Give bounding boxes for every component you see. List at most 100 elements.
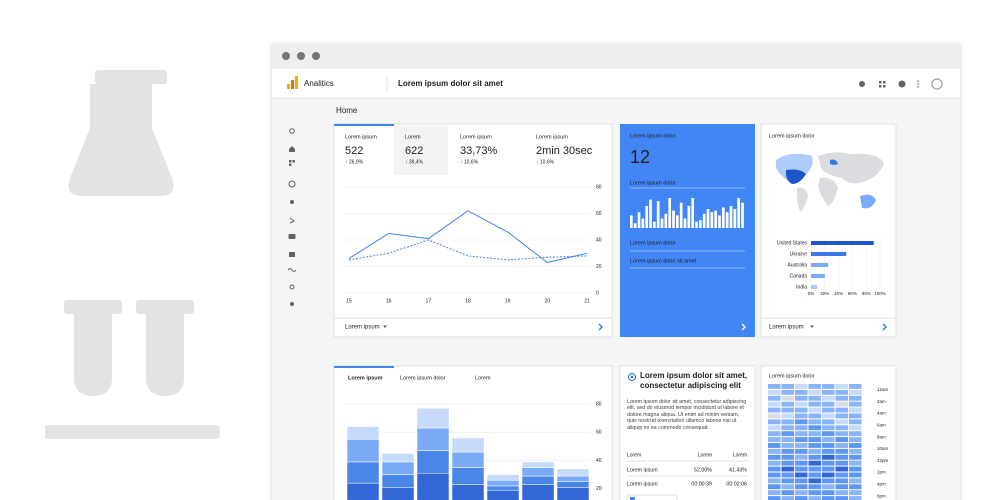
line-series [348, 239, 588, 261]
heatmap-cell [781, 443, 794, 448]
bar-segment [416, 407, 450, 429]
heatmap-cell [781, 472, 794, 478]
heatmap-cell [795, 466, 808, 472]
heatmap-cell [808, 431, 821, 437]
heatmap-cell [795, 496, 808, 500]
heatmap-cell [849, 443, 862, 448]
heatmap-cell [808, 401, 821, 407]
heatmap-cell [768, 472, 781, 478]
heatmap-cell [835, 496, 848, 500]
heatmap-cell [808, 448, 821, 454]
heatmap-cell [835, 443, 848, 448]
bar-segment [451, 467, 485, 485]
bar [633, 223, 637, 228]
card-title: Lorem ipsum dolor [769, 373, 815, 379]
metric-value: 522 [345, 145, 363, 157]
world-map [776, 152, 884, 212]
heatmap-cell [849, 466, 862, 472]
realtime-card [620, 124, 755, 337]
heatmap-cell [835, 454, 848, 460]
heatmap-cell [849, 413, 862, 419]
heatmap-cell [849, 437, 862, 442]
row-label: 12am [877, 387, 889, 392]
bar-segment [521, 475, 555, 485]
tab[interactable]: Lorem ipsum dolor [400, 375, 446, 381]
heatmap-cell [808, 472, 821, 478]
metric-value: 33,73% [460, 145, 498, 157]
flask-icon [68, 70, 174, 196]
bar [668, 198, 672, 228]
heatmap-cell [835, 413, 848, 419]
heatmap-cell [849, 478, 862, 484]
heatmap-cell [768, 395, 781, 401]
x-tick-label: 0% [808, 291, 815, 296]
heatmap-cell [835, 407, 848, 413]
bar-segment [381, 487, 415, 500]
selected-metric[interactable] [394, 126, 448, 175]
heatmap-cell [808, 466, 821, 472]
bar [664, 213, 668, 228]
y-tick-label: 40 [596, 237, 602, 243]
bar-segment [416, 450, 450, 474]
chevron[interactable] [882, 323, 887, 331]
heatmap-cell [835, 431, 848, 437]
x-tick-label: 20 [545, 298, 551, 304]
tab[interactable]: Lorem [475, 375, 491, 381]
heatmap-cell [835, 401, 848, 407]
card-footer[interactable]: Lorem ipsum [345, 325, 380, 331]
table-cell: Lorem ipsum [627, 481, 658, 487]
y-tick-label: Ukraine [790, 251, 807, 257]
heatmap-cell [835, 460, 848, 466]
bar [733, 209, 737, 228]
row-label: 10am [877, 446, 889, 451]
table-header: Lorem [733, 452, 747, 458]
heatmap-cell [781, 384, 794, 389]
bar [811, 252, 847, 256]
heatmap-cell [849, 419, 862, 425]
metric-label: Lorem [405, 134, 421, 140]
heatmap-cell [822, 425, 835, 431]
row-label: 6am [877, 422, 886, 427]
side-nav[interactable] [287, 128, 297, 306]
heatmap-cell [768, 460, 781, 466]
y-tick-label: 60 [596, 430, 602, 436]
bar-segment [346, 426, 380, 440]
metric-change: ↓ 10,6% [536, 159, 555, 165]
bar [811, 241, 874, 245]
bar [811, 285, 818, 289]
table-cell: 00:00:39 [691, 481, 712, 487]
test-tubes-icon [45, 300, 220, 439]
heatmap-cell [768, 490, 781, 496]
tab[interactable]: Lorem ipsum [348, 375, 383, 381]
y-tick-label: Australia [788, 262, 808, 268]
bar-segment [451, 437, 485, 453]
heatmap-cell [808, 460, 821, 466]
heatmap-cell [849, 407, 862, 413]
header-icons[interactable] [859, 78, 943, 90]
heatmap-cell [768, 425, 781, 431]
heatmap-cell [835, 395, 848, 401]
x-tick-label: 80% [862, 291, 871, 296]
chevron[interactable] [598, 323, 603, 331]
bar [637, 212, 641, 228]
heatmap-cell [768, 496, 781, 500]
heatmap-cell [822, 443, 835, 448]
heatmap-cell [795, 454, 808, 460]
bar-segment [521, 461, 555, 468]
heatmap-cell [822, 472, 835, 478]
button[interactable] [626, 494, 678, 500]
heatmap-cell [768, 454, 781, 460]
card-footer[interactable]: Lorem ipsum [769, 325, 804, 331]
bar-segment [381, 461, 415, 475]
x-tick-label: 100% [874, 291, 886, 296]
heatmap-cell [795, 419, 808, 425]
heatmap-cell [849, 425, 862, 431]
chevron[interactable] [741, 323, 746, 331]
heatmap-cell [849, 389, 862, 395]
heatmap-cell [768, 401, 781, 407]
heatmap-cell [822, 437, 835, 442]
card-row: Lorem ipsum dolor sit amet [630, 258, 697, 264]
line-series [348, 210, 588, 264]
bar [645, 205, 649, 228]
